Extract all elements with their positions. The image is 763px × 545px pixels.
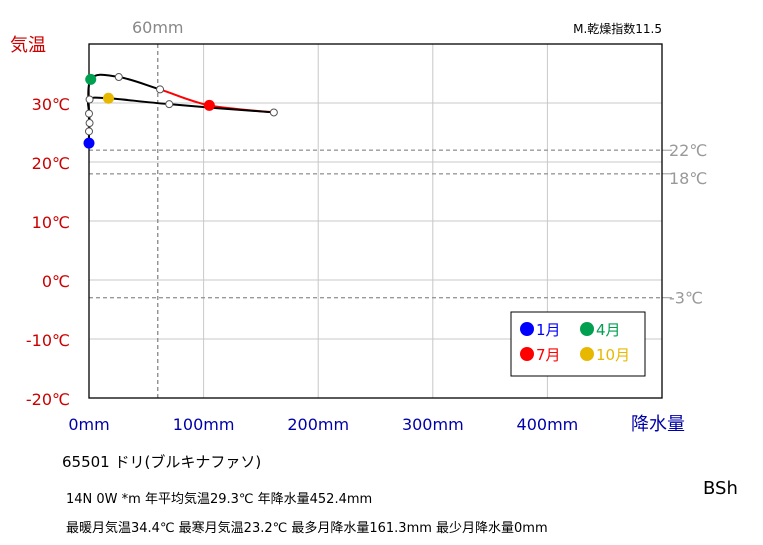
y-tick-label: -20℃	[26, 390, 70, 409]
legend-label: 10月	[596, 346, 630, 364]
x-tick-label: 200mm	[287, 415, 349, 434]
legend-marker	[520, 322, 534, 336]
legend-marker	[520, 347, 534, 361]
highlighted-month-point	[102, 92, 114, 104]
y-tick-label: 30℃	[32, 95, 70, 114]
plot-frame	[88, 43, 663, 399]
legend-marker	[580, 347, 594, 361]
x-tick-label: 0mm	[68, 415, 109, 434]
legend-marker	[580, 322, 594, 336]
highlighted-month-point	[83, 137, 95, 149]
month-point	[85, 95, 94, 104]
legend-label: 1月	[536, 321, 561, 339]
month-point	[165, 100, 174, 109]
y-tick-label: 10℃	[32, 213, 70, 232]
highlighted-month-point	[203, 99, 215, 111]
y-tick-label: -10℃	[26, 331, 70, 350]
month-point	[85, 109, 93, 118]
legend-label: 7月	[536, 346, 561, 364]
month-point	[114, 73, 123, 82]
highlighted-month-point	[85, 73, 97, 85]
legend-box	[510, 311, 646, 377]
legend-label: 4月	[596, 321, 621, 339]
month-point	[85, 127, 93, 136]
station-summary: 14N 0W *m 年平均気温29.3℃ 年降水量452.4mm	[66, 492, 373, 507]
temperature-threshold-label: -3℃	[669, 289, 703, 308]
x-tick-label: 300mm	[402, 415, 464, 434]
x-tick-label: 100mm	[173, 415, 235, 434]
y-axis-label: 気温	[10, 35, 46, 56]
temperature-threshold-label: 22℃	[669, 141, 707, 160]
month-point	[156, 85, 165, 94]
y-tick-label: 20℃	[32, 154, 70, 173]
chart-title: M.乾燥指数11.5	[573, 21, 662, 36]
temperature-threshold-label: 18℃	[669, 169, 707, 188]
temperature-precip-curve-segment	[169, 103, 274, 114]
temperature-precip-curve-segment	[118, 76, 161, 91]
month-point	[85, 119, 94, 128]
station-extremes: 最暖月気温34.4℃ 最寒月気温23.2℃ 最多月降水量161.3mm 最少月降…	[66, 521, 548, 536]
station-name: 65501 ドリ(ブルキナファソ)	[62, 453, 262, 471]
x-tick-label: 400mm	[517, 415, 579, 434]
precip-reference-label: 60mm	[132, 18, 184, 37]
x-axis-label: 降水量	[631, 414, 685, 435]
y-tick-label: 0℃	[42, 272, 70, 291]
month-point	[269, 108, 278, 117]
climate-classification: BSh	[703, 478, 738, 499]
